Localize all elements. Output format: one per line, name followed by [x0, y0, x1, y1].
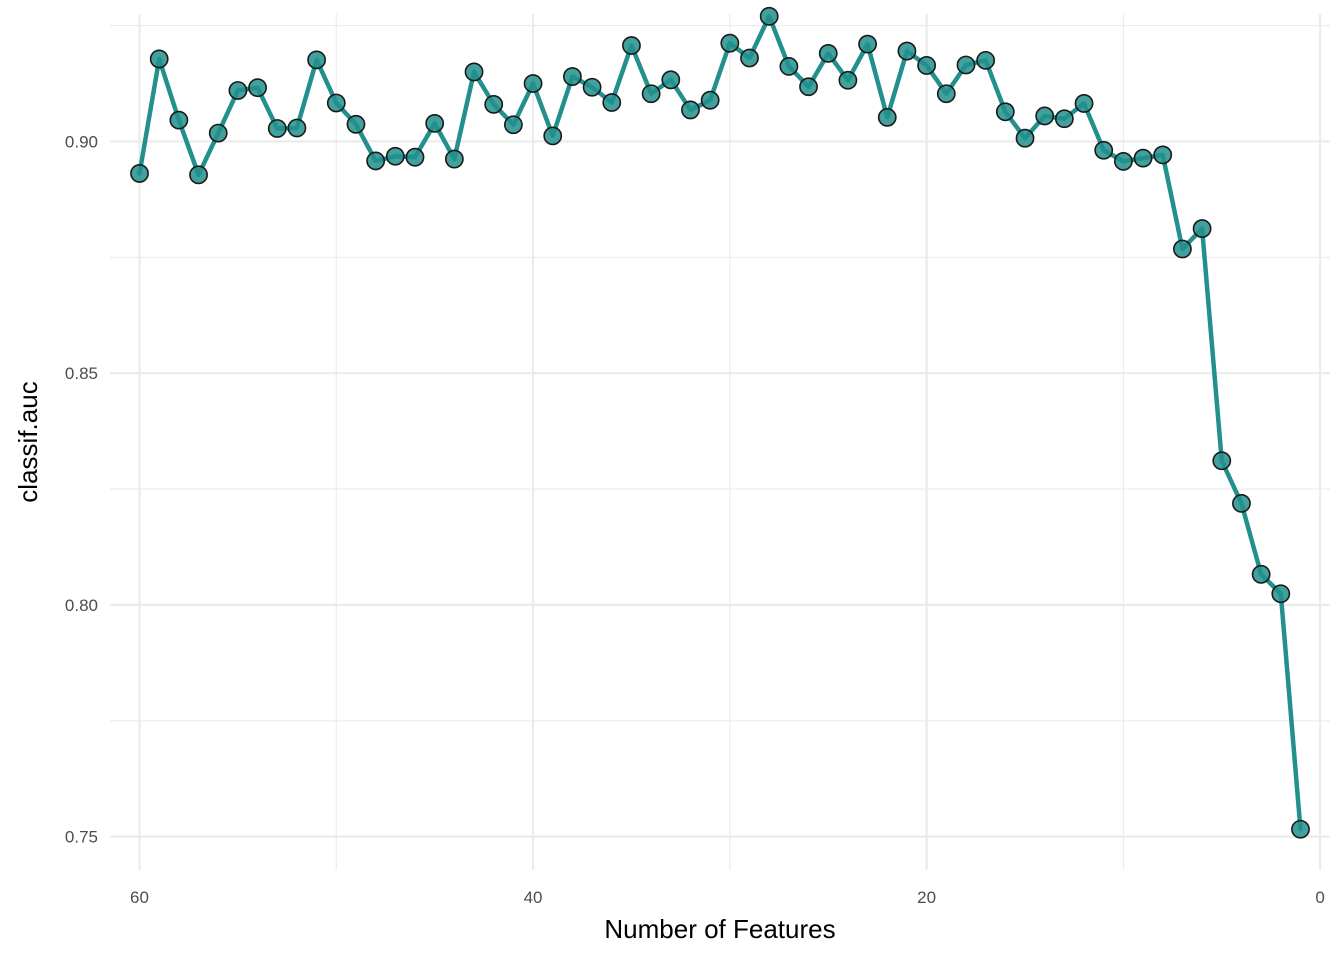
- data-point: [936, 84, 956, 104]
- data-point: [149, 49, 169, 69]
- data-point: [326, 93, 346, 113]
- data-point: [228, 81, 248, 100]
- data-point: [897, 41, 917, 61]
- data-point: [563, 67, 582, 86]
- data-point: [267, 119, 287, 138]
- data-point: [818, 43, 838, 63]
- data-point: [917, 56, 937, 75]
- data-point: [976, 50, 996, 70]
- data-point: [1015, 128, 1035, 148]
- data-point: [995, 102, 1015, 122]
- data-point: [1113, 151, 1133, 171]
- data-point: [464, 62, 484, 82]
- data-point: [622, 36, 641, 55]
- data-point: [720, 33, 740, 53]
- data-point: [208, 123, 228, 143]
- data-point: [484, 94, 504, 114]
- data-point: [1074, 94, 1094, 113]
- data-point: [779, 56, 799, 76]
- data-point: [1192, 219, 1212, 238]
- data-point: [248, 78, 267, 98]
- data-point: [366, 151, 386, 171]
- data-point: [543, 126, 563, 146]
- data-point: [858, 34, 877, 54]
- data-point: [130, 164, 149, 183]
- data-point: [1271, 584, 1291, 604]
- data-point: [602, 93, 622, 112]
- major-gridlines: [110, 14, 1330, 870]
- data-point: [307, 50, 327, 70]
- data-point: [169, 110, 189, 130]
- y-tick-labels: 0.75 0.80 0.85 0.90: [65, 132, 98, 846]
- data-point: [641, 84, 661, 104]
- data-point: [1173, 239, 1192, 259]
- data-point: [189, 165, 208, 185]
- series-line-group: [137, 14, 1303, 832]
- data-point: [956, 55, 976, 75]
- data-point: [1212, 451, 1232, 471]
- data-point: [1133, 148, 1153, 168]
- data-point: [1251, 564, 1271, 584]
- y-axis-title: classif.auc: [13, 381, 43, 502]
- x-tick-labels: 60 40 20 0: [130, 888, 1325, 907]
- data-point: [799, 77, 818, 97]
- data-point: [287, 118, 307, 138]
- data-point: [1035, 106, 1055, 126]
- data-point: [1153, 145, 1173, 165]
- series-line: [137, 14, 1303, 832]
- data-point: [582, 77, 602, 97]
- x-tick-label: 20: [917, 888, 936, 907]
- data-point: [503, 115, 523, 135]
- data-point: [1094, 140, 1114, 160]
- data-point: [759, 6, 779, 26]
- data-point: [877, 107, 897, 127]
- data-point: [405, 147, 425, 167]
- data-point: [740, 48, 759, 68]
- data-point: [1054, 109, 1074, 129]
- data-point: [346, 114, 366, 134]
- x-tick-label: 0: [1315, 888, 1324, 907]
- x-tick-label: 40: [524, 888, 543, 907]
- y-tick-label: 0.75: [65, 828, 98, 847]
- data-point: [681, 100, 700, 120]
- data-point: [838, 70, 858, 90]
- data-point: [444, 149, 464, 169]
- x-tick-label: 60: [130, 888, 149, 907]
- data-point: [700, 90, 720, 110]
- data-point: [385, 146, 405, 166]
- data-point: [1232, 494, 1251, 513]
- data-point: [661, 70, 681, 90]
- data-point: [523, 74, 543, 93]
- series-points-group: [130, 6, 1310, 839]
- y-tick-label: 0.90: [65, 132, 98, 151]
- data-point: [1291, 819, 1310, 839]
- data-point: [425, 113, 445, 133]
- x-axis-title: Number of Features: [604, 914, 835, 944]
- y-tick-label: 0.80: [65, 596, 98, 615]
- y-tick-label: 0.85: [65, 364, 98, 383]
